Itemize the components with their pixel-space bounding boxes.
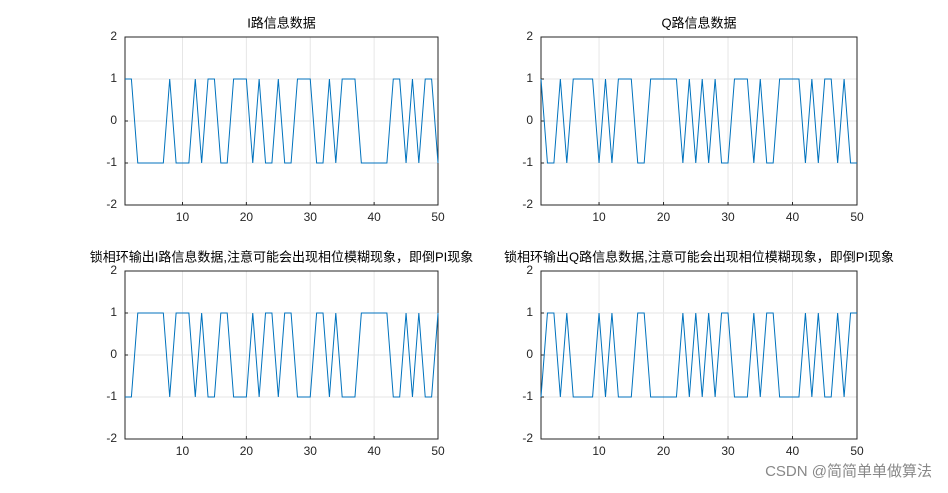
y-tick-label: -1 — [106, 155, 117, 169]
watermark: CSDN @简简单单做算法 — [765, 462, 932, 480]
y-tick-label: -2 — [106, 197, 117, 211]
x-tick-label: 40 — [367, 210, 381, 224]
x-tick-label: 10 — [176, 444, 190, 458]
x-tick-label: 40 — [786, 210, 800, 224]
axes-box — [540, 270, 858, 440]
data-line — [125, 312, 439, 398]
x-tick-label: 50 — [431, 210, 445, 224]
y-tick-label: 1 — [110, 305, 117, 319]
y-tick-label: -2 — [106, 431, 117, 445]
x-tick-label: 20 — [657, 210, 671, 224]
data-line — [540, 78, 857, 164]
x-tick-label: 40 — [786, 444, 800, 458]
y-tick-label: -1 — [106, 389, 117, 403]
y-tick-label: 2 — [526, 29, 533, 43]
x-tick-label: 50 — [850, 210, 864, 224]
chart-title: Q路信息数据 — [661, 15, 736, 30]
chart-title: 锁相环输出I路信息数据,注意可能会出现相位模糊现象，即倒PI现象 — [90, 249, 474, 264]
y-tick-label: 1 — [526, 71, 533, 85]
data-line — [540, 312, 857, 398]
axes-box — [540, 36, 858, 206]
y-tick-label: -2 — [522, 431, 533, 445]
y-tick-label: 0 — [110, 347, 117, 361]
x-tick-label: 30 — [721, 444, 735, 458]
y-tick-label: 2 — [110, 263, 117, 277]
x-tick-label: 10 — [592, 210, 606, 224]
x-tick-label: 20 — [240, 444, 254, 458]
x-tick-label: 50 — [431, 444, 445, 458]
x-tick-label: 30 — [304, 210, 318, 224]
y-tick-label: 0 — [526, 113, 533, 127]
x-tick-label: 30 — [721, 210, 735, 224]
chart-title: 锁相环输出Q路信息数据,注意可能会出现相位模糊现象，即倒PI现象 — [504, 249, 894, 264]
y-tick-label: -1 — [522, 389, 533, 403]
chart-title: I路信息数据 — [247, 15, 316, 30]
y-tick-label: 0 — [526, 347, 533, 361]
x-tick-label: 50 — [850, 444, 864, 458]
y-tick-label: -1 — [522, 155, 533, 169]
x-tick-label: 10 — [176, 210, 190, 224]
axes-box — [124, 270, 439, 440]
axes-box — [124, 36, 439, 206]
y-tick-label: 2 — [526, 263, 533, 277]
x-tick-label: 20 — [657, 444, 671, 458]
y-tick-label: 1 — [526, 305, 533, 319]
y-tick-label: 0 — [110, 113, 117, 127]
data-line — [125, 78, 439, 164]
x-tick-label: 10 — [592, 444, 606, 458]
y-tick-label: -2 — [522, 197, 533, 211]
x-tick-label: 40 — [367, 444, 381, 458]
x-tick-label: 20 — [240, 210, 254, 224]
y-tick-label: 1 — [110, 71, 117, 85]
x-tick-label: 30 — [304, 444, 318, 458]
y-tick-label: 2 — [110, 29, 117, 43]
